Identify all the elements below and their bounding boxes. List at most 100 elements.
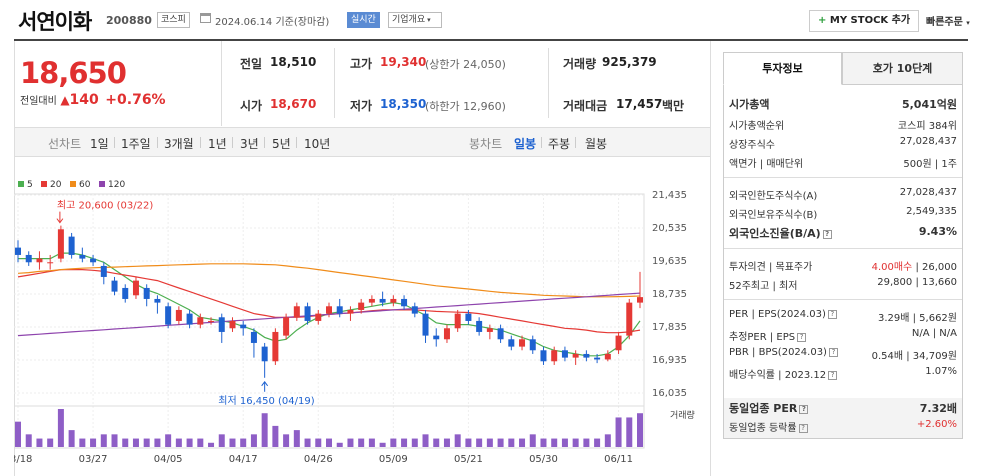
rank-label: 시가총액순위 bbox=[729, 121, 785, 132]
candle-body[interactable] bbox=[283, 317, 290, 336]
candle-body[interactable] bbox=[336, 306, 343, 314]
candle-body[interactable] bbox=[486, 328, 493, 332]
candle-body[interactable] bbox=[79, 254, 86, 259]
help-icon[interactable]: ? bbox=[828, 370, 838, 380]
candle-body[interactable] bbox=[401, 298, 408, 307]
candle-body[interactable] bbox=[250, 331, 257, 343]
candle-body[interactable] bbox=[551, 350, 558, 362]
candle-body[interactable] bbox=[208, 320, 215, 322]
candle-body[interactable] bbox=[175, 309, 182, 321]
candle-body[interactable] bbox=[379, 298, 386, 303]
candle-body[interactable] bbox=[561, 350, 568, 358]
candle-body[interactable] bbox=[454, 313, 461, 329]
candle-body[interactable] bbox=[304, 306, 311, 321]
candle-monthly[interactable]: 월봉 bbox=[585, 137, 608, 151]
candle-body[interactable] bbox=[57, 229, 64, 259]
candle-body[interactable] bbox=[143, 287, 150, 299]
volume-bar bbox=[422, 434, 429, 447]
candlestick-chart[interactable]: 5 20 60 120 21,435 20,535 19,635 18,735 17,835 1… bbox=[14, 170, 710, 476]
par-row: 액면가 | 매매단위 500원 | 1주 bbox=[729, 155, 957, 171]
period-3m[interactable]: 3개월 bbox=[164, 137, 194, 151]
candle-body[interactable] bbox=[626, 302, 633, 336]
foreign-limit-row: 외국인한도주식수(A) 27,028,437 bbox=[729, 187, 957, 203]
upper-limit: (상한가 24,050) bbox=[425, 58, 506, 71]
candle-body[interactable] bbox=[508, 339, 515, 347]
help-icon[interactable]: ? bbox=[828, 347, 838, 357]
sector-change-label: 동일업종 등락률 bbox=[729, 423, 797, 434]
candle-body[interactable] bbox=[583, 353, 590, 358]
candle-body[interactable] bbox=[326, 306, 332, 314]
company-overview-dropdown[interactable]: 기업개요 ▾ bbox=[388, 12, 442, 28]
help-icon[interactable]: ? bbox=[799, 404, 809, 414]
candle-body[interactable] bbox=[25, 254, 32, 263]
candle-body[interactable] bbox=[347, 309, 354, 314]
candle-body[interactable] bbox=[240, 324, 247, 329]
candle-body[interactable] bbox=[637, 297, 643, 303]
candle-body[interactable] bbox=[476, 320, 483, 332]
my-stock-add-button[interactable]: + MY STOCK 추가 bbox=[809, 10, 920, 32]
divider bbox=[232, 137, 233, 148]
tab-quote-10[interactable]: 호가 10단계 bbox=[842, 52, 963, 85]
candle-body[interactable] bbox=[443, 328, 450, 340]
amount-label: 거래대금 bbox=[563, 99, 608, 113]
candle-body[interactable] bbox=[433, 335, 440, 340]
x-tick-label: 05/09 bbox=[379, 454, 408, 465]
candle-body[interactable] bbox=[90, 258, 97, 263]
candle-body[interactable] bbox=[154, 298, 161, 303]
period-1w[interactable]: 1주일 bbox=[121, 137, 151, 151]
candle-body[interactable] bbox=[604, 353, 611, 360]
candle-body[interactable] bbox=[218, 317, 225, 332]
candle-body[interactable] bbox=[122, 287, 129, 299]
help-icon[interactable]: ? bbox=[798, 423, 808, 433]
volume-bar bbox=[47, 438, 54, 447]
candle-body[interactable] bbox=[272, 331, 279, 362]
candle-body[interactable] bbox=[540, 350, 547, 362]
candle-body[interactable] bbox=[411, 306, 418, 314]
candle-body[interactable] bbox=[368, 298, 375, 303]
candle-body[interactable] bbox=[186, 313, 193, 325]
help-icon[interactable]: ? bbox=[827, 309, 837, 319]
candle-body[interactable] bbox=[358, 302, 365, 310]
period-1y[interactable]: 1년 bbox=[208, 137, 227, 151]
help-icon[interactable]: ? bbox=[822, 229, 832, 239]
candle-body[interactable] bbox=[132, 280, 139, 296]
candle-body[interactable] bbox=[497, 328, 504, 340]
low-label: 저가 bbox=[350, 99, 373, 113]
realtime-button[interactable]: 실시간 bbox=[347, 12, 380, 28]
candle-body[interactable] bbox=[229, 320, 236, 329]
candle-body[interactable] bbox=[315, 313, 322, 321]
quick-order-button[interactable]: 빠른주문 ▾ bbox=[926, 13, 970, 28]
candle-body[interactable] bbox=[615, 335, 622, 351]
tab-invest-info[interactable]: 투자정보 bbox=[723, 52, 842, 85]
candle-body[interactable] bbox=[390, 298, 397, 303]
period-5y[interactable]: 5년 bbox=[272, 137, 291, 151]
volume-bar bbox=[368, 438, 375, 447]
candle-body[interactable] bbox=[465, 313, 472, 321]
candle-body[interactable] bbox=[519, 339, 526, 347]
candle-body[interactable] bbox=[47, 262, 54, 264]
candle-body[interactable] bbox=[261, 346, 268, 362]
candle-daily[interactable]: 일봉 bbox=[514, 137, 537, 151]
period-3y[interactable]: 3년 bbox=[240, 137, 259, 151]
candle-body[interactable] bbox=[15, 247, 21, 255]
candle-body[interactable] bbox=[293, 306, 300, 318]
volume-bar bbox=[529, 434, 536, 447]
quote-date: 2024.06.14 기준(장마감) bbox=[215, 13, 329, 28]
candle-body[interactable] bbox=[572, 353, 579, 358]
period-10y[interactable]: 10년 bbox=[304, 137, 331, 151]
volume-bar bbox=[508, 438, 515, 447]
candle-body[interactable] bbox=[165, 306, 172, 325]
period-1d[interactable]: 1일 bbox=[90, 137, 109, 151]
candle-body[interactable] bbox=[68, 236, 75, 255]
candle-body[interactable] bbox=[529, 339, 536, 351]
candle-body[interactable] bbox=[111, 280, 118, 292]
candle-body[interactable] bbox=[36, 258, 43, 263]
legend-swatch-120 bbox=[99, 181, 105, 187]
candle-weekly[interactable]: 주봉 bbox=[548, 137, 571, 151]
par-value: 500원 | 1주 bbox=[903, 159, 957, 170]
candle-body[interactable] bbox=[197, 317, 204, 325]
candle-body[interactable] bbox=[422, 313, 429, 336]
help-icon[interactable]: ? bbox=[797, 332, 807, 342]
candle-body[interactable] bbox=[594, 357, 601, 360]
candle-body[interactable] bbox=[100, 265, 107, 277]
